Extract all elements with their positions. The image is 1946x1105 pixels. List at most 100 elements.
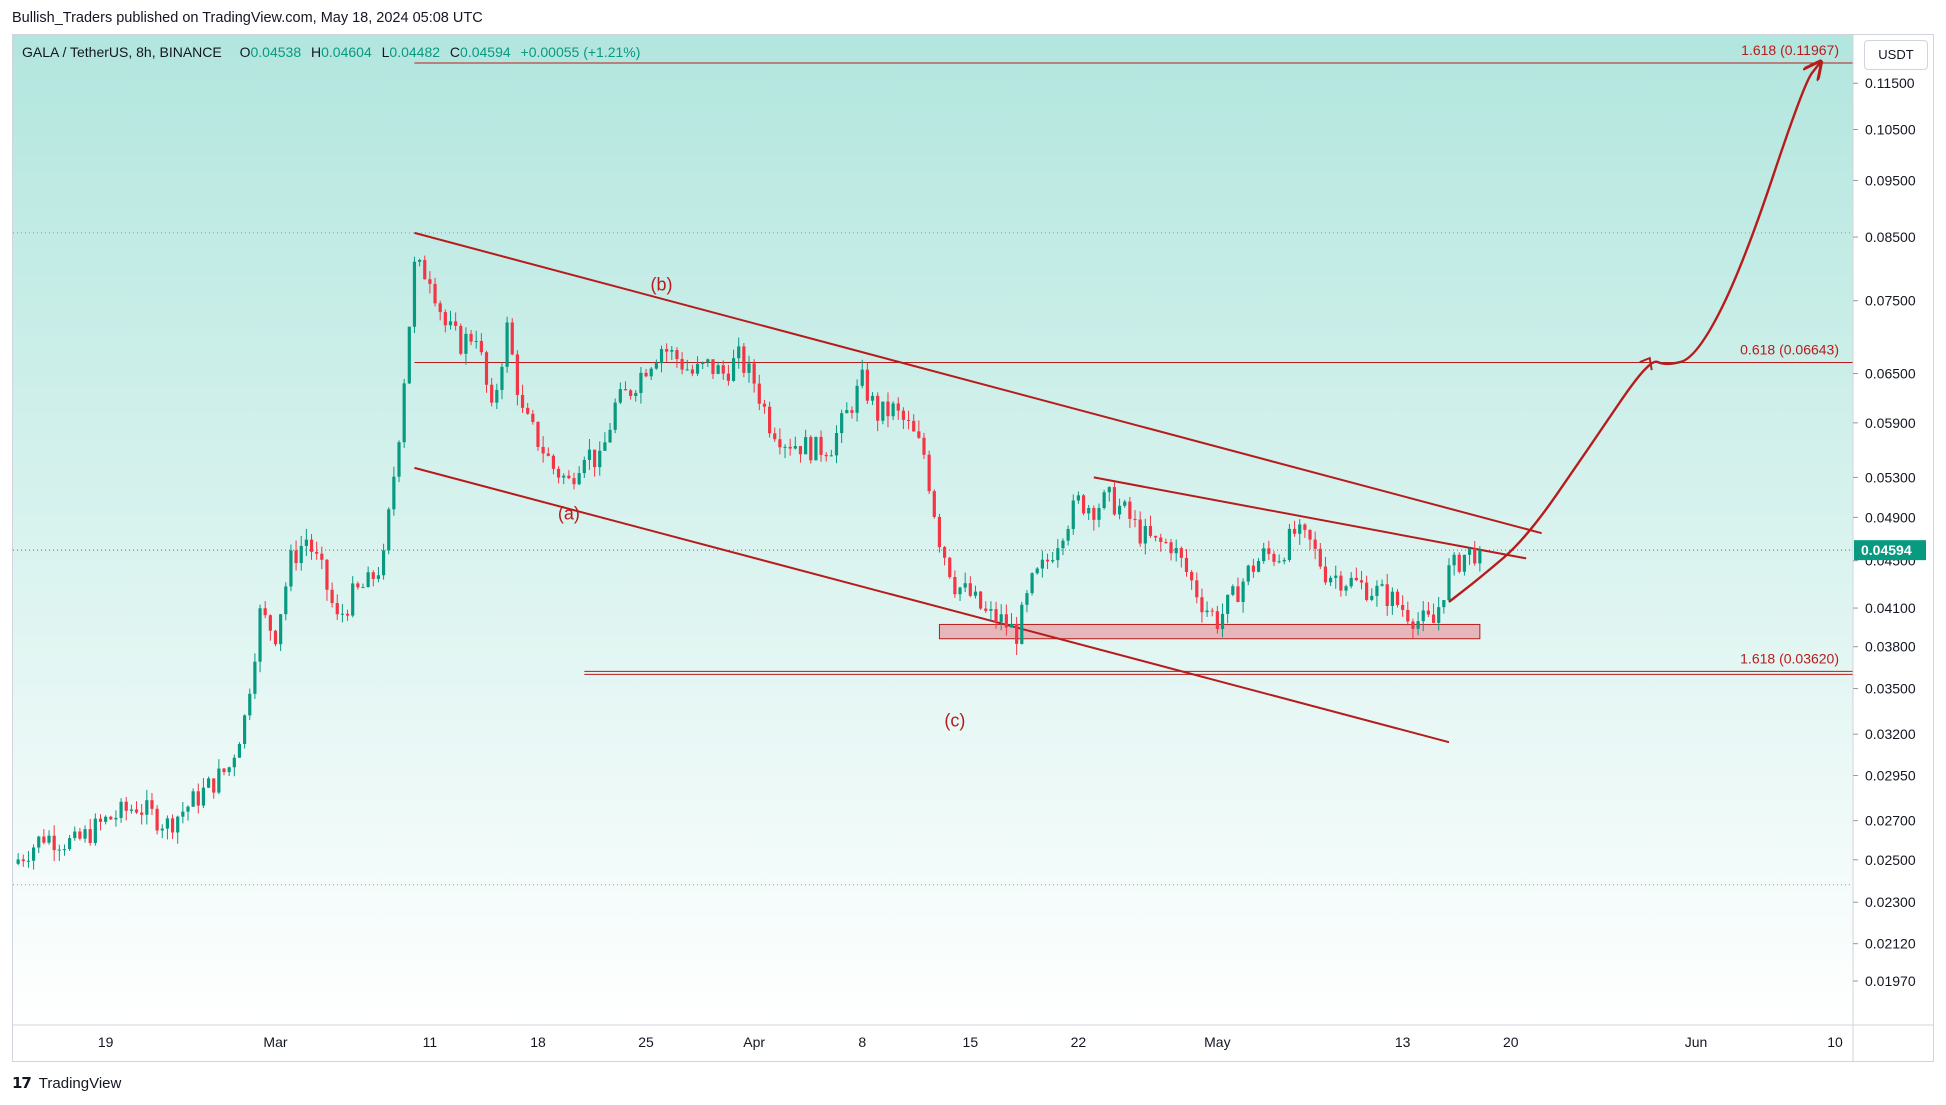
candle[interactable] (1226, 594, 1230, 624)
candle[interactable] (268, 614, 272, 641)
candle[interactable] (809, 435, 813, 464)
candle[interactable] (345, 609, 350, 621)
candle[interactable] (114, 810, 118, 827)
candle[interactable] (37, 835, 41, 854)
candle[interactable] (433, 277, 437, 307)
candle[interactable] (1447, 558, 1451, 603)
candle[interactable] (273, 629, 278, 647)
candle[interactable] (1318, 543, 1322, 570)
candle[interactable] (814, 436, 818, 461)
candle[interactable] (1370, 588, 1374, 602)
candle[interactable] (1385, 574, 1389, 616)
candle[interactable] (1426, 601, 1430, 618)
candle[interactable] (649, 366, 653, 381)
candle[interactable] (1272, 551, 1276, 567)
candle[interactable] (515, 350, 519, 406)
candle[interactable] (47, 830, 51, 845)
candle[interactable] (896, 397, 900, 420)
candle[interactable] (1107, 486, 1111, 502)
candle[interactable] (459, 323, 463, 356)
candle[interactable] (577, 466, 581, 486)
candle[interactable] (42, 829, 46, 845)
candle[interactable] (443, 309, 447, 333)
candle[interactable] (1308, 529, 1312, 550)
candle[interactable] (309, 534, 314, 560)
candle[interactable] (680, 352, 684, 375)
currency-unit-button[interactable]: USDT (1864, 40, 1928, 70)
candle[interactable] (129, 804, 133, 814)
candle[interactable] (747, 355, 751, 383)
candle[interactable] (57, 844, 61, 861)
candle[interactable] (381, 543, 386, 580)
candle[interactable] (1421, 601, 1425, 632)
candle[interactable] (16, 853, 20, 866)
candle[interactable] (937, 513, 942, 553)
candle[interactable] (927, 450, 931, 494)
price-chart[interactable]: 1.618 (0.11967) 0.618 (0.06643) 1.618 (0.0… (13, 35, 1934, 1062)
candle[interactable] (1452, 552, 1456, 576)
candle[interactable] (1395, 589, 1400, 608)
candle[interactable] (886, 392, 890, 428)
candle[interactable] (165, 815, 170, 840)
candle[interactable] (83, 825, 87, 843)
candle[interactable] (855, 379, 859, 422)
candle[interactable] (1097, 503, 1101, 528)
time-axis[interactable]: 19 Mar 11 18 25 Apr 8 15 22 May 13 20 Jun 10 (98, 1034, 1843, 1050)
candle[interactable] (1354, 567, 1358, 582)
candle[interactable] (1056, 539, 1060, 568)
candle[interactable] (551, 454, 556, 475)
candle[interactable] (1334, 565, 1338, 589)
candle[interactable] (191, 788, 195, 807)
candle[interactable] (1462, 554, 1467, 576)
candle[interactable] (639, 366, 643, 404)
candle[interactable] (1406, 601, 1410, 626)
candle[interactable] (742, 343, 746, 378)
candle[interactable] (572, 472, 576, 490)
candle[interactable] (1025, 590, 1029, 613)
candle[interactable] (912, 414, 916, 432)
candle[interactable] (901, 407, 906, 430)
candle[interactable] (567, 470, 571, 480)
candle[interactable] (140, 803, 144, 825)
candle[interactable] (845, 402, 849, 414)
candle[interactable] (891, 401, 895, 421)
candle[interactable] (1478, 546, 1482, 572)
candle[interactable] (876, 392, 880, 432)
candle[interactable] (1035, 567, 1039, 575)
candle[interactable] (31, 844, 36, 870)
candle[interactable] (330, 582, 334, 608)
candle[interactable] (1390, 587, 1394, 615)
candle[interactable] (773, 427, 777, 442)
candle[interactable] (1437, 596, 1441, 631)
candle[interactable] (917, 420, 921, 440)
candle[interactable] (371, 570, 375, 587)
candle[interactable] (201, 778, 206, 809)
candle[interactable] (562, 473, 566, 485)
candle[interactable] (1287, 523, 1292, 562)
candle[interactable] (1359, 570, 1364, 590)
candle[interactable] (366, 566, 370, 588)
candle[interactable] (160, 824, 164, 839)
candle[interactable] (397, 440, 401, 483)
candle[interactable] (392, 466, 396, 516)
candle[interactable] (1081, 494, 1086, 516)
candle[interactable] (206, 776, 211, 789)
candle[interactable] (716, 361, 720, 375)
candle[interactable] (948, 556, 952, 579)
candle[interactable] (495, 383, 499, 410)
candle[interactable] (1117, 498, 1122, 520)
candle[interactable] (685, 359, 689, 371)
candle[interactable] (824, 452, 828, 462)
candle[interactable] (145, 789, 149, 825)
candle[interactable] (299, 535, 303, 571)
candle[interactable] (731, 349, 736, 382)
candle[interactable] (361, 583, 365, 589)
candle[interactable] (52, 825, 56, 862)
candle[interactable] (968, 576, 972, 598)
candle[interactable] (1164, 538, 1168, 544)
candle[interactable] (644, 368, 648, 378)
candle[interactable] (150, 793, 154, 816)
candle[interactable] (994, 601, 998, 629)
candle[interactable] (237, 742, 242, 758)
candle[interactable] (227, 766, 231, 777)
